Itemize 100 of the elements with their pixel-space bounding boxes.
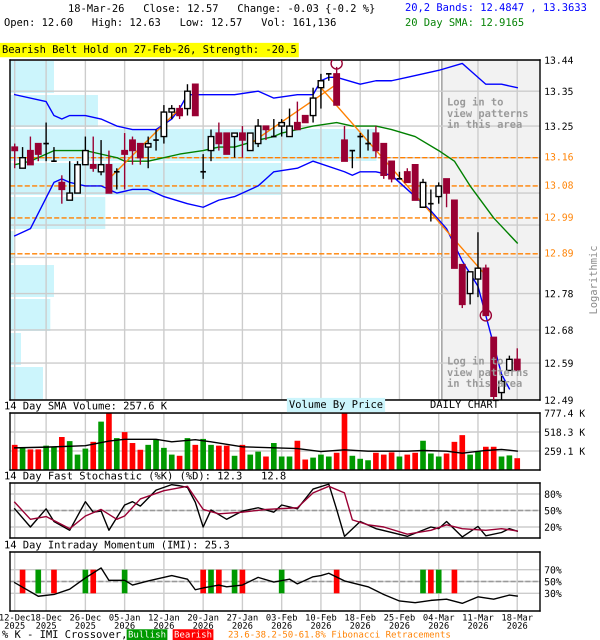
y-tick-label: 12.78 — [545, 290, 573, 298]
bar — [396, 456, 402, 470]
y-tick-label: 12.68 — [545, 326, 573, 334]
bar — [66, 441, 72, 470]
x-tick-label: 20-Jan 2026 — [188, 614, 218, 629]
bar — [412, 452, 418, 470]
text: 20,2 Bands: 12.4847 , 13.3633 — [406, 2, 586, 12]
candlestick — [11, 142, 18, 169]
candlestick — [435, 182, 442, 204]
y-tick-label: 20% — [544, 524, 562, 531]
bar — [270, 443, 277, 470]
bar — [514, 458, 520, 470]
y-tick-label: 50% — [544, 578, 562, 586]
x-tick-label: 18-Feb 2026 — [345, 614, 376, 629]
x-tick-label: 26-Dec 2025 — [70, 614, 100, 629]
bar — [114, 438, 120, 470]
bar — [452, 442, 458, 470]
bar — [420, 440, 426, 470]
candlestick — [176, 104, 184, 120]
candlestick — [144, 136, 152, 169]
bar — [98, 422, 104, 470]
y-tick-label: 12.49 — [545, 396, 573, 404]
bar — [334, 452, 340, 470]
x-tick-label: 12-Jan 2026 — [149, 614, 179, 629]
x-tick-label: 04-Mar 2026 — [423, 614, 454, 629]
bar — [74, 454, 80, 470]
candlestick — [238, 125, 246, 158]
x-tick-label: 10-Feb 2026 — [306, 614, 336, 629]
bar — [247, 454, 254, 470]
bar — [200, 438, 206, 470]
bar — [342, 413, 348, 470]
bar — [459, 435, 466, 470]
candlestick — [90, 136, 97, 172]
y-tick-label: 259.1 K — [544, 448, 586, 455]
x-tick-label: 27-Jan 2026 — [227, 614, 258, 629]
x-tick-label: 18-Mar 2026 — [502, 614, 533, 629]
bar — [380, 454, 387, 470]
bar — [302, 460, 308, 470]
bar — [168, 454, 175, 470]
text: Volume By Price — [289, 400, 382, 410]
bar — [263, 456, 269, 470]
candlestick — [310, 86, 317, 124]
candlestick — [152, 128, 160, 152]
ref-line-label: 13.16 — [545, 153, 573, 160]
bar — [373, 452, 379, 470]
text: % K - IMI Crossover, — [2, 630, 125, 640]
line-series — [14, 438, 518, 454]
y-tick-label: 30% — [544, 590, 562, 598]
candlestick — [98, 139, 105, 176]
bar — [294, 440, 300, 470]
x-tick-label: 03-Feb 2026 — [266, 614, 297, 629]
chart-title: 14 Day Fast Stochastic (%K) (%D): 12.3 12.8 — [5, 471, 286, 482]
annotation: Log in to view patterns in this area — [447, 96, 528, 128]
ref-line-label: 12.99 — [545, 213, 573, 221]
x-tick-label: 18-Dec 2025 — [31, 614, 62, 629]
bar — [278, 456, 284, 470]
line-series — [14, 567, 518, 604]
bar — [43, 446, 49, 470]
y-tick-label: 13.35 — [545, 88, 573, 96]
bar — [106, 413, 112, 470]
bar — [498, 456, 504, 470]
candlestick — [19, 146, 26, 169]
y-tick-label: 13.44 — [545, 56, 573, 64]
candlestick — [364, 128, 372, 152]
bar — [436, 456, 442, 470]
bar — [388, 452, 394, 470]
bar — [192, 444, 198, 470]
x-tick-label: 12-Dec 2025 — [0, 614, 30, 629]
y-tick-label: 777.4 K — [544, 410, 586, 417]
chart-title: 14 Day Intraday Momentum (IMI): 25.3 — [5, 540, 229, 551]
candlestick — [317, 73, 324, 110]
bar — [138, 450, 144, 470]
bar — [232, 456, 238, 470]
text: 20 Day SMA: 12.9165 — [406, 18, 524, 28]
bar — [506, 455, 512, 470]
bar — [357, 458, 364, 470]
ref-line-label: 12.89 — [545, 249, 573, 257]
candlestick — [262, 125, 270, 141]
candlestick — [231, 132, 238, 158]
bar — [176, 456, 182, 470]
y-tick-label: 50% — [544, 507, 562, 514]
bar — [122, 432, 128, 470]
chart-title: 18-Mar-26 Close: 12.57 Change: -0.03 {-0.2 %} — [69, 4, 374, 14]
bar — [35, 449, 42, 470]
text: Bullish — [128, 630, 166, 638]
bar — [467, 454, 473, 470]
bar — [130, 443, 136, 470]
bar — [216, 446, 222, 470]
candlestick — [356, 132, 364, 158]
bar — [161, 448, 167, 470]
candlestick — [42, 122, 50, 162]
y-tick-label: 518.3 K — [544, 428, 586, 436]
bar — [208, 444, 214, 470]
bar — [286, 456, 292, 470]
y-tick-label: 12.59 — [545, 360, 573, 367]
bar — [10, 367, 43, 399]
bar — [404, 454, 410, 470]
candlestick — [184, 84, 191, 116]
bar — [350, 456, 356, 470]
y-tick-label: 70% — [544, 566, 562, 574]
